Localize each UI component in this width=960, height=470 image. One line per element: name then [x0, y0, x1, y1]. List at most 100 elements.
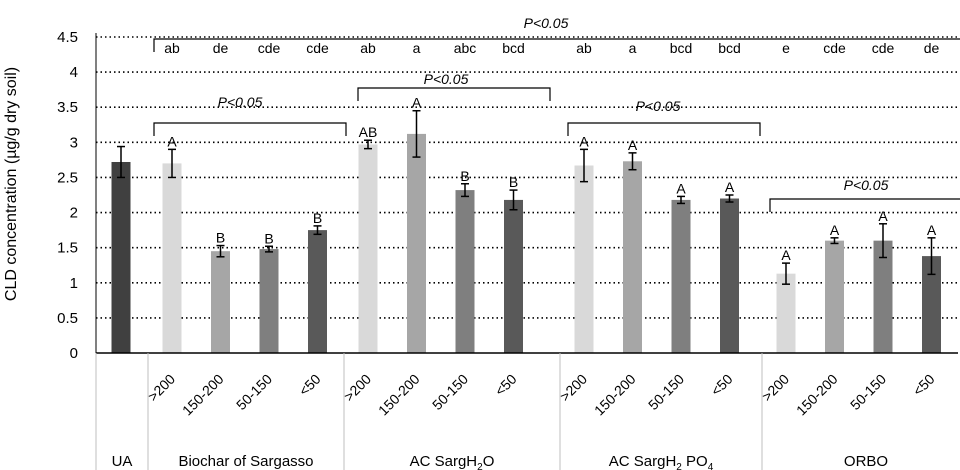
bar: [825, 240, 844, 353]
y-axis-label: CLD concentration (µg/g dry soil): [3, 67, 20, 301]
group-label-subscript: 4: [708, 462, 714, 470]
bar: [720, 198, 739, 353]
bar: [162, 163, 182, 353]
x-tick-label: 50-150: [429, 371, 471, 413]
bar-letter-label: B: [264, 230, 273, 246]
significance-label: P<0.05: [844, 177, 889, 193]
top-letter-label: de: [213, 40, 229, 56]
group-label-part: Biochar of Sargasso: [178, 453, 313, 470]
bar-letter-label: A: [927, 222, 937, 238]
x-tick-label: 50-150: [847, 371, 889, 413]
x-tick-label: 150-200: [179, 371, 227, 419]
y-tick-label: 2: [70, 205, 78, 222]
significance-label: P<0.05: [218, 94, 263, 110]
bar-letter-label: B: [460, 168, 469, 184]
significance-bracket: [153, 38, 960, 52]
significance-bracket: [769, 198, 960, 212]
y-tick-label: 0.5: [57, 310, 78, 327]
bar: [776, 273, 796, 353]
bar-letter-label: A: [878, 208, 888, 224]
y-ticks: 0 0.5 1 1.5 2 2.5 3 3.5 4 4.5: [57, 29, 78, 362]
top-letter-label: cde: [823, 40, 846, 56]
top-letter-label: a: [629, 40, 637, 56]
bar: [504, 199, 523, 353]
group-label-subscript: 2: [676, 462, 682, 470]
bar: [623, 161, 642, 353]
y-tick-label: 4: [70, 64, 78, 81]
bar-letter-label: A: [725, 179, 735, 195]
top-letter-label: cde: [872, 40, 895, 56]
x-tick-label: <50: [708, 371, 736, 399]
x-tick-label: <50: [910, 371, 938, 399]
x-tick-label: <50: [296, 371, 324, 399]
bar-letter-label: AB: [359, 124, 378, 140]
group-label: Biochar of Sargasso: [178, 453, 313, 470]
top-letter-label: bcd: [502, 40, 525, 56]
group-label: AC SargH2 PO4: [609, 453, 714, 470]
bar: [259, 249, 279, 353]
bar: [922, 256, 941, 353]
bar: [671, 199, 691, 353]
y-tick-label: 0: [70, 345, 78, 362]
bar: [211, 251, 230, 353]
group-label-subscript: 2: [477, 462, 483, 470]
group-label-part: ORBO: [844, 453, 888, 470]
bar-letter-label: A: [412, 95, 422, 111]
significance-label: P<0.05: [524, 15, 569, 31]
significance-label: P<0.05: [424, 71, 469, 87]
top-letter-label: de: [924, 40, 940, 56]
y-tick-label: 4.5: [57, 29, 78, 46]
bar-letter-label: A: [830, 222, 840, 238]
top-letter-label: a: [413, 40, 421, 56]
x-tick-label: <50: [492, 371, 520, 399]
bar-letter-label: A: [167, 133, 177, 149]
x-tick-label: 150-200: [793, 371, 841, 419]
y-tick-label: 3: [70, 134, 78, 151]
group-label: ORBO: [844, 453, 888, 470]
group-label-part: UA: [112, 453, 133, 470]
y-tick-label: 1.5: [57, 240, 78, 257]
bar-letter-label: A: [579, 133, 589, 149]
top-letter-label: cde: [306, 40, 329, 56]
x-tick-label: >200: [341, 371, 375, 405]
group-label-part: PO: [682, 453, 708, 470]
x-tick-label: >200: [145, 371, 179, 405]
top-letter-label: ab: [164, 40, 180, 56]
bar: [358, 144, 378, 353]
bar: [308, 230, 327, 353]
group-label: UA: [112, 453, 133, 470]
significance-brackets: P<0.05 P<0.05 P<0.05 P<0.05 P<0.05: [153, 15, 960, 212]
top-letter-label: e: [782, 40, 790, 56]
significance-bracket: [567, 122, 761, 136]
bar-letter-label: A: [676, 180, 686, 196]
bar-letter-label: B: [216, 230, 225, 246]
significance-label: P<0.05: [636, 98, 681, 114]
group-label-part: AC SargH: [609, 453, 677, 470]
bar: [407, 133, 426, 353]
bar-letter-label: A: [781, 247, 791, 263]
x-tick-label: 50-150: [645, 371, 687, 413]
x-tick-label: >200: [557, 371, 591, 405]
y-tick-label: 2.5: [57, 169, 78, 186]
x-tick-label: 50-150: [233, 371, 275, 413]
axes: UA Biochar of Sargasso AC SargH2O AC SargH2…: [95, 33, 958, 470]
group-label: AC SargH2O: [410, 453, 495, 470]
bar: [111, 161, 131, 353]
y-tick-label: 3.5: [57, 99, 78, 116]
group-label-part: AC SargH: [410, 453, 478, 470]
bar: [873, 240, 893, 353]
x-tick-label: 150-200: [591, 371, 639, 419]
x-tick-label: 150-200: [375, 371, 423, 419]
significance-bracket: [357, 87, 551, 101]
top-letter-label: abc: [454, 40, 477, 56]
x-tick-label: >200: [759, 371, 793, 405]
bar-letter-label: A: [628, 137, 638, 153]
significance-bracket: [153, 122, 347, 136]
y-tick-label: 1: [70, 275, 78, 292]
top-letter-label: bcd: [718, 40, 741, 56]
group-label-part: O: [483, 453, 495, 470]
top-letter-label: bcd: [670, 40, 693, 56]
top-letter-label: ab: [360, 40, 376, 56]
bar: [455, 190, 475, 353]
